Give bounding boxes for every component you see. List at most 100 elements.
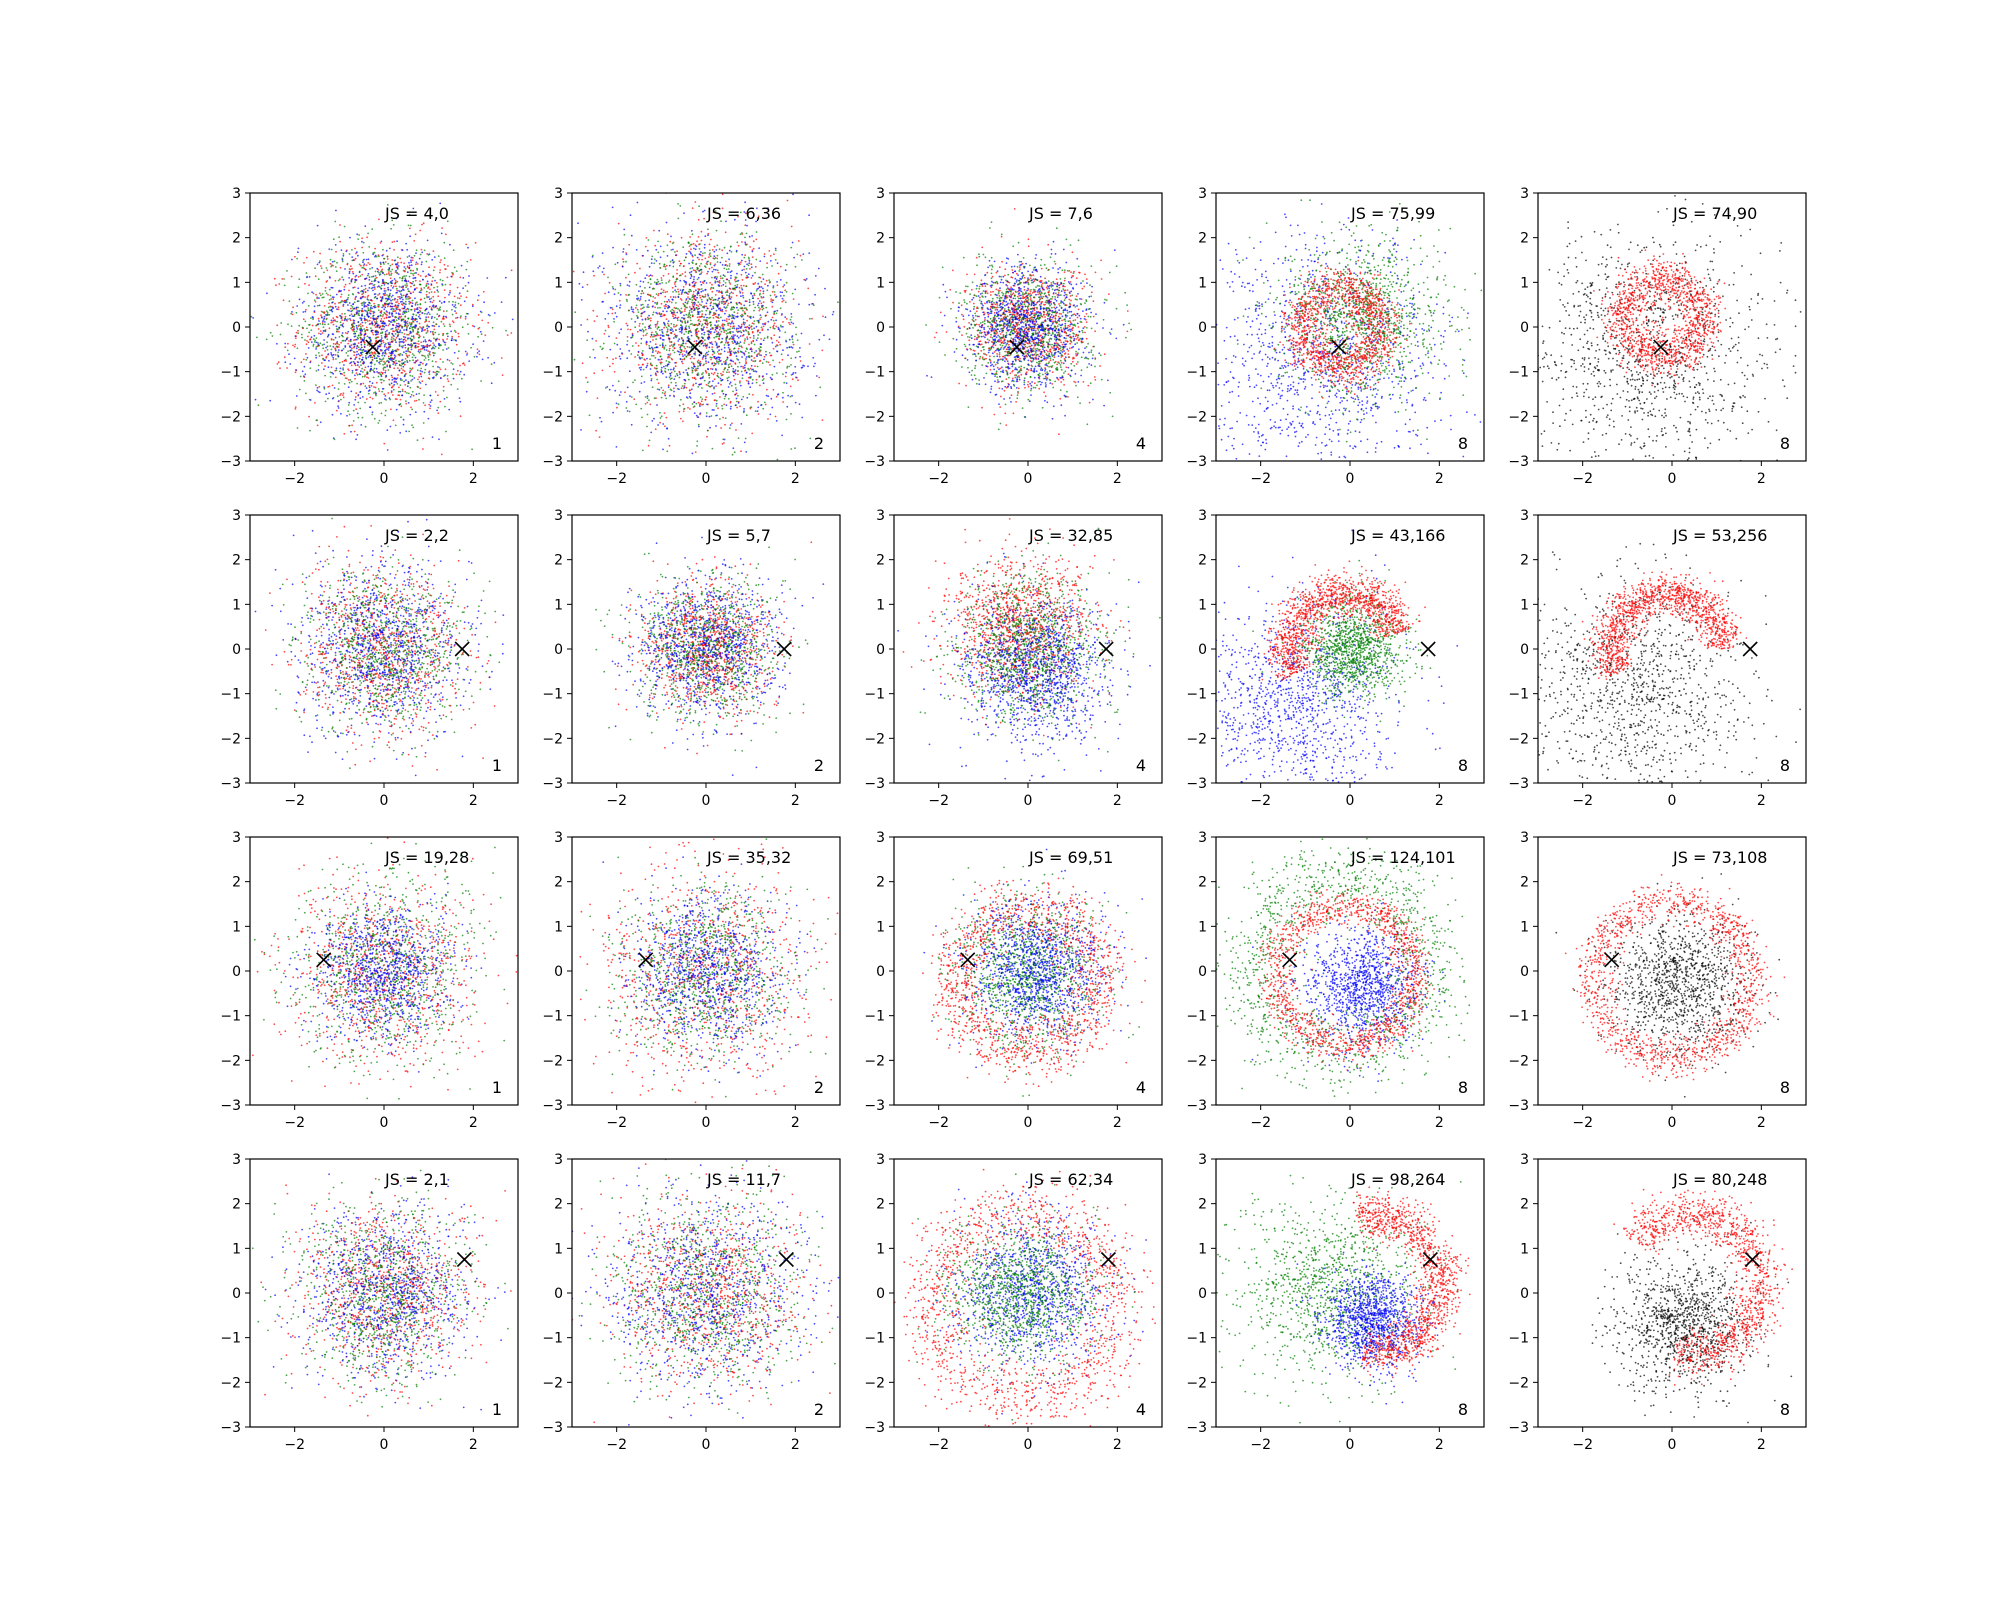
data-point bbox=[389, 345, 392, 348]
scatter-points bbox=[250, 202, 514, 456]
data-point bbox=[471, 448, 473, 451]
data-point bbox=[718, 248, 721, 251]
data-point bbox=[406, 293, 408, 296]
data-point bbox=[753, 351, 756, 354]
data-point bbox=[673, 347, 676, 350]
data-point bbox=[637, 297, 640, 300]
data-point bbox=[392, 363, 395, 365]
data-point bbox=[733, 311, 736, 314]
data-point bbox=[744, 271, 747, 274]
data-point bbox=[327, 333, 330, 336]
data-point bbox=[385, 297, 388, 300]
data-point bbox=[298, 278, 301, 281]
data-point bbox=[667, 273, 670, 275]
data-point bbox=[404, 284, 407, 286]
data-point bbox=[383, 354, 386, 357]
data-point bbox=[715, 321, 718, 323]
data-point bbox=[586, 283, 589, 286]
data-point bbox=[452, 249, 455, 252]
data-point bbox=[654, 326, 657, 328]
data-point bbox=[703, 363, 705, 366]
data-point bbox=[331, 301, 333, 304]
data-point bbox=[660, 396, 663, 399]
data-point bbox=[317, 352, 320, 354]
data-point bbox=[385, 335, 388, 338]
data-point bbox=[331, 413, 334, 416]
data-point bbox=[701, 313, 704, 316]
data-point bbox=[382, 304, 384, 306]
data-point bbox=[698, 270, 701, 272]
data-point bbox=[344, 312, 346, 315]
data-point bbox=[765, 350, 767, 353]
data-point bbox=[680, 299, 683, 301]
data-point bbox=[500, 357, 503, 359]
data-point bbox=[297, 332, 300, 335]
data-point bbox=[411, 367, 414, 370]
data-point bbox=[288, 300, 291, 303]
data-point bbox=[754, 360, 757, 362]
data-point bbox=[642, 363, 644, 366]
data-point bbox=[745, 361, 747, 364]
data-point bbox=[721, 407, 724, 410]
data-point bbox=[728, 281, 731, 284]
data-point bbox=[688, 262, 690, 265]
data-point bbox=[762, 287, 764, 290]
data-point bbox=[343, 359, 346, 362]
y-tick-label: −3 bbox=[220, 454, 241, 470]
data-point bbox=[386, 365, 389, 368]
data-point bbox=[695, 281, 697, 284]
data-point bbox=[372, 317, 374, 320]
data-point bbox=[354, 257, 357, 260]
data-point bbox=[415, 252, 417, 255]
data-point bbox=[735, 429, 737, 431]
data-point bbox=[402, 338, 405, 341]
data-point bbox=[464, 315, 467, 318]
data-point bbox=[348, 401, 351, 404]
data-point bbox=[711, 384, 713, 387]
data-point bbox=[374, 270, 377, 273]
data-point bbox=[648, 275, 650, 278]
data-point bbox=[661, 392, 664, 394]
data-point bbox=[710, 356, 713, 359]
data-point bbox=[343, 286, 346, 288]
data-point bbox=[374, 353, 377, 355]
data-point bbox=[790, 364, 792, 366]
data-point bbox=[403, 310, 405, 313]
data-point bbox=[689, 323, 692, 326]
data-point bbox=[708, 297, 711, 299]
data-point bbox=[358, 373, 361, 375]
data-point bbox=[756, 353, 759, 356]
data-point bbox=[367, 377, 370, 379]
data-point bbox=[698, 253, 701, 256]
data-point bbox=[369, 368, 372, 371]
data-point bbox=[348, 270, 351, 273]
data-point bbox=[395, 378, 398, 380]
data-point bbox=[423, 394, 425, 396]
data-point bbox=[373, 417, 376, 420]
data-point bbox=[359, 275, 362, 277]
data-point bbox=[713, 352, 716, 354]
data-point bbox=[709, 252, 711, 255]
data-point bbox=[325, 314, 327, 316]
data-point bbox=[636, 308, 639, 311]
data-point bbox=[381, 354, 383, 357]
data-point bbox=[353, 354, 356, 357]
data-point bbox=[363, 375, 366, 378]
data-point bbox=[676, 319, 679, 322]
data-point bbox=[737, 437, 740, 439]
data-point bbox=[405, 339, 407, 342]
data-point bbox=[759, 384, 761, 387]
data-point bbox=[722, 328, 725, 331]
data-point bbox=[423, 410, 426, 413]
data-point bbox=[342, 348, 345, 350]
data-point bbox=[379, 314, 382, 317]
data-point bbox=[378, 402, 381, 405]
data-point bbox=[671, 242, 674, 245]
data-point bbox=[278, 283, 281, 285]
data-point bbox=[353, 328, 355, 331]
data-point bbox=[708, 249, 711, 252]
data-point bbox=[482, 290, 485, 293]
data-point bbox=[510, 269, 513, 272]
data-point bbox=[666, 334, 668, 336]
data-point bbox=[392, 308, 395, 311]
